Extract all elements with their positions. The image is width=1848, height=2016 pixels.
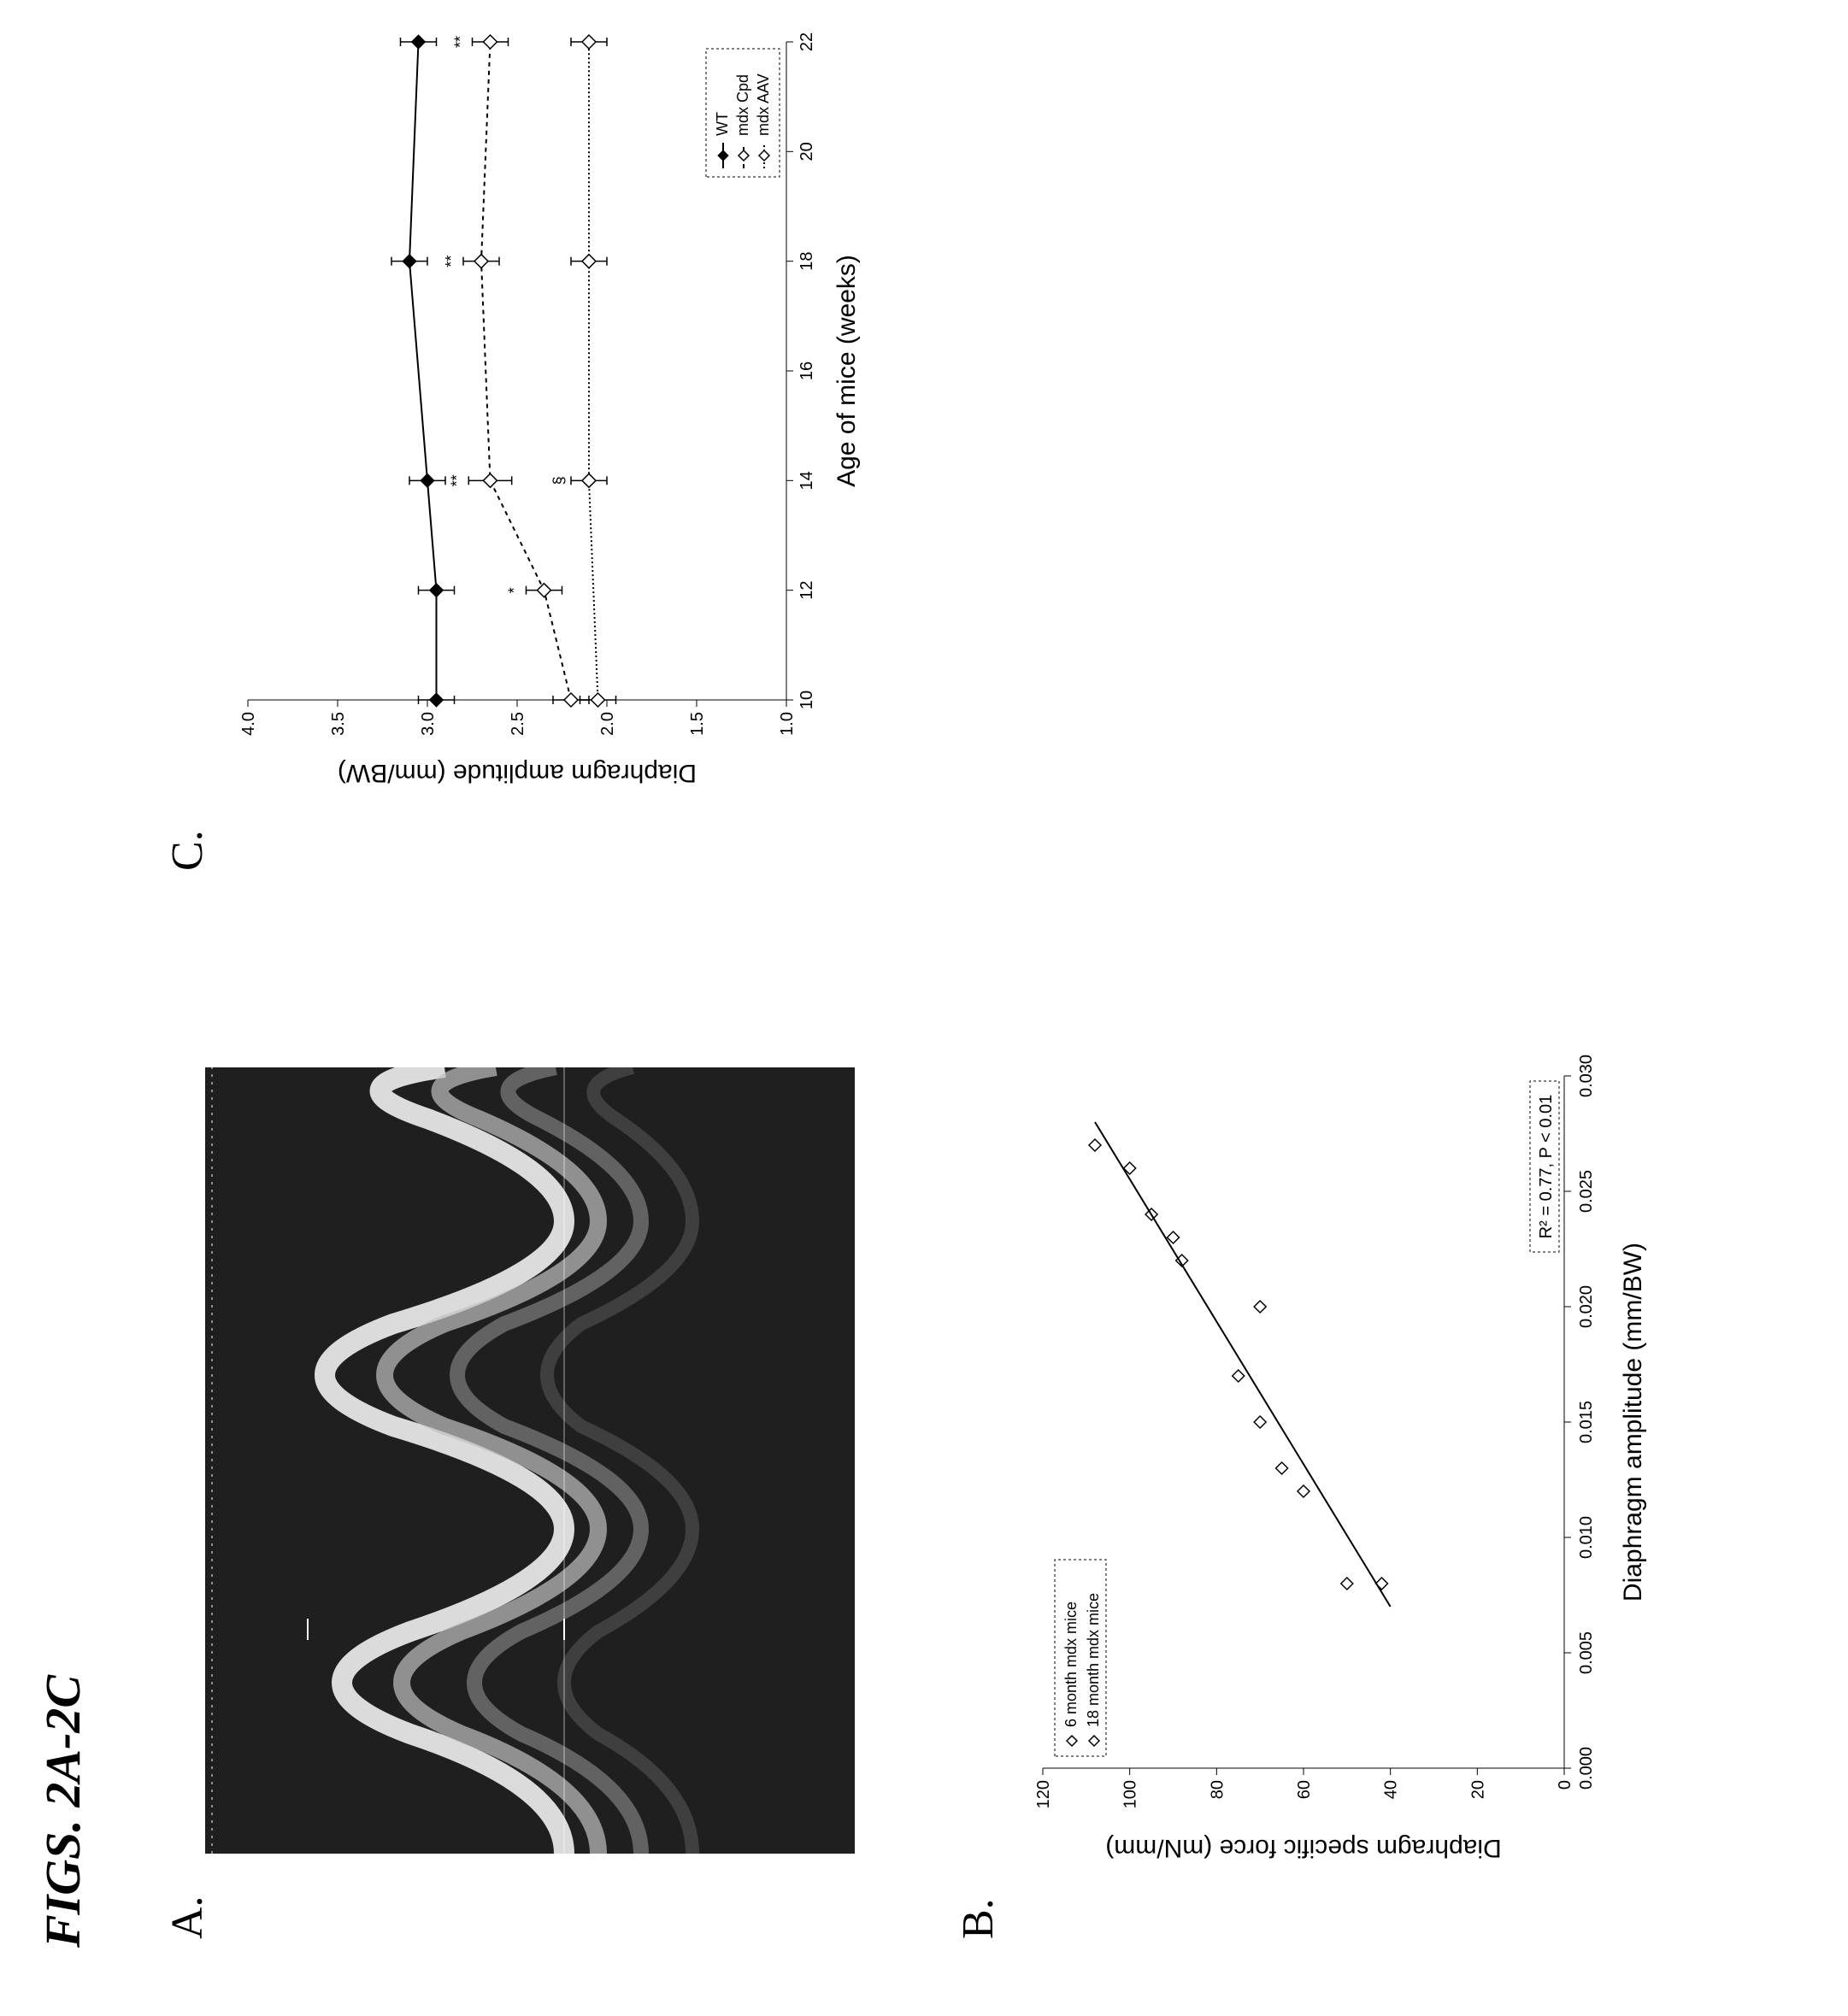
svg-text:14: 14: [797, 471, 816, 490]
panel-a-label: A.: [162, 1896, 213, 1939]
panel-b-label: B.: [953, 1898, 1003, 1939]
svg-text:3.0: 3.0: [419, 712, 438, 736]
svg-text:R² = 0.77, P < 0.01: R² = 0.77, P < 0.01: [1537, 1095, 1556, 1239]
panel-c-label: C.: [162, 830, 213, 871]
svg-text:**: **: [448, 474, 465, 486]
svg-text:Diaphragm specific force (mN/m: Diaphragm specific force (mN/mm): [1105, 1834, 1501, 1862]
svg-text:**: **: [452, 36, 469, 48]
svg-text:4.0: 4.0: [239, 712, 258, 736]
svg-text:6 month mdx mice: 6 month mdx mice: [1062, 1602, 1080, 1727]
svg-text:0.030: 0.030: [1577, 1055, 1596, 1097]
svg-text:20: 20: [797, 142, 816, 161]
figure-title: FIGS. 2A-2C: [34, 1675, 91, 1948]
svg-text:100: 100: [1121, 1780, 1140, 1808]
svg-text:mdx Cpd: mdx Cpd: [734, 74, 751, 136]
svg-text:*: *: [506, 587, 523, 593]
svg-text:2.0: 2.0: [598, 712, 617, 736]
panel-c-svg: 10 12 14 16 18 20 22 1.0 1.5 2.0 2.5 3.0 3.5 4.0 Age o…: [231, 25, 880, 794]
svg-text:60: 60: [1295, 1780, 1314, 1799]
svg-text:18: 18: [797, 252, 816, 271]
svg-text:Diaphragm amplitude (mm/BW): Diaphragm amplitude (mm/BW): [338, 759, 697, 787]
svg-text:§: §: [550, 476, 568, 485]
svg-text:0.025: 0.025: [1577, 1170, 1596, 1213]
svg-text:0.015: 0.015: [1577, 1401, 1596, 1443]
svg-text:18 month mdx mice: 18 month mdx mice: [1085, 1593, 1102, 1727]
svg-text:Diaphragm amplitude (mm/BW): Diaphragm amplitude (mm/BW): [1619, 1243, 1647, 1602]
svg-text:22: 22: [797, 32, 816, 51]
panel-c-line-chart: 10 12 14 16 18 20 22 1.0 1.5 2.0 2.5 3.0 3.5 4.0 Age o…: [231, 25, 880, 794]
svg-text:1.5: 1.5: [688, 712, 707, 736]
ultrasound-waveform: [205, 1067, 855, 1854]
svg-text:12: 12: [797, 581, 816, 600]
svg-text:1.0: 1.0: [778, 712, 797, 736]
svg-text:40: 40: [1382, 1780, 1401, 1799]
svg-text:0: 0: [1556, 1780, 1574, 1790]
svg-text:2.5: 2.5: [509, 712, 527, 736]
svg-text:0.005: 0.005: [1577, 1631, 1596, 1674]
svg-text:0.020: 0.020: [1577, 1285, 1596, 1328]
panel-a-ultrasound: [205, 1067, 855, 1854]
svg-text:0.000: 0.000: [1577, 1747, 1596, 1790]
svg-text:120: 120: [1034, 1780, 1053, 1808]
svg-text:10: 10: [797, 691, 816, 709]
svg-text:16: 16: [797, 361, 816, 380]
svg-text:80: 80: [1208, 1780, 1227, 1799]
svg-text:WT: WT: [714, 112, 731, 136]
rotated-page: FIGS. 2A-2C A. B. C.: [0, 0, 1848, 2016]
svg-text:**: **: [443, 256, 460, 267]
svg-text:3.5: 3.5: [329, 712, 348, 736]
svg-text:mdx AAV: mdx AAV: [755, 73, 772, 136]
svg-text:20: 20: [1468, 1780, 1487, 1799]
panel-b-svg: 0.000 0.005 0.010 0.015 0.020 0.025 0.030 0 20 40…: [1017, 1050, 1667, 1871]
svg-text:Age of mice (weeks): Age of mice (weeks): [833, 255, 861, 487]
svg-text:0.010: 0.010: [1577, 1516, 1596, 1559]
panel-b-scatter: 0.000 0.005 0.010 0.015 0.020 0.025 0.030 0 20 40…: [1017, 1050, 1667, 1871]
